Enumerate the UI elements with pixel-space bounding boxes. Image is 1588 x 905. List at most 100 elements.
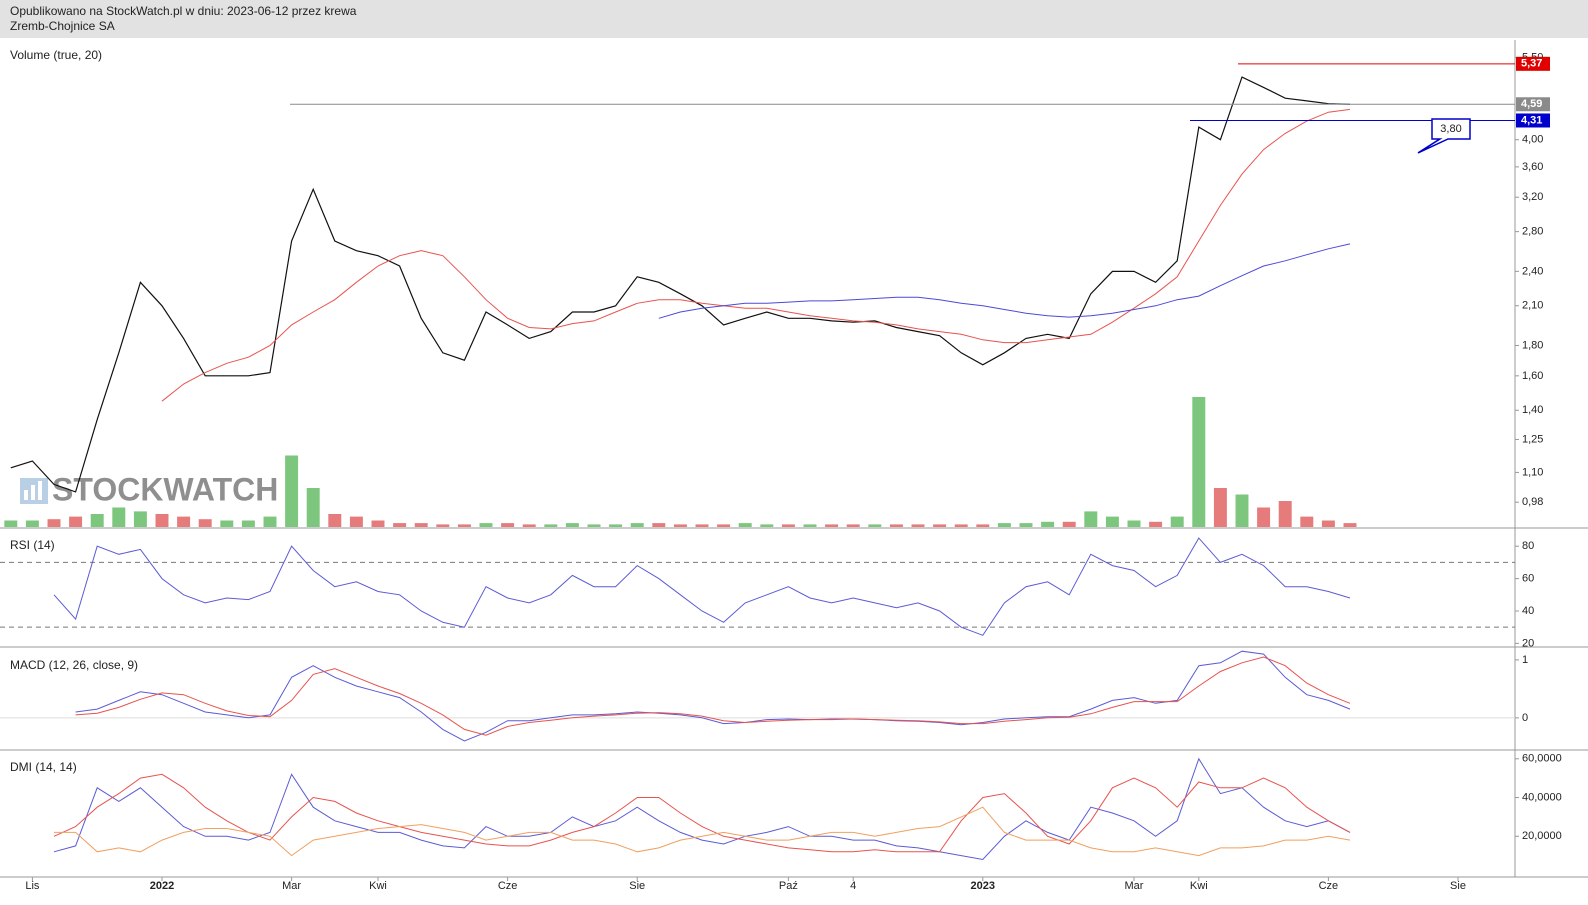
volume-bar — [1213, 488, 1227, 527]
y-tick-label: 60,0000 — [1522, 753, 1562, 765]
volume-bar — [544, 524, 558, 527]
y-tick-label: 40,0000 — [1522, 791, 1562, 803]
y-tick-label: 1 — [1522, 654, 1528, 666]
pane-title: MACD (12, 26, close, 9) — [10, 658, 138, 672]
volume-bar — [112, 507, 126, 527]
volume-bar — [565, 523, 579, 527]
y-tick-label: 2,10 — [1522, 300, 1543, 312]
volume-bar — [673, 524, 687, 527]
volume-bar — [609, 524, 623, 527]
volume-bar — [933, 524, 947, 527]
x-tick-label: Mar — [1125, 880, 1144, 892]
volume-bar — [522, 524, 536, 527]
volume-bar — [846, 524, 860, 527]
watermark: STOCKWATCH — [52, 471, 278, 507]
volume-bar — [954, 524, 968, 527]
volume-bar — [220, 520, 234, 527]
y-tick-label: 2,40 — [1522, 265, 1543, 277]
x-tick-label: Sie — [629, 880, 645, 892]
series-line — [658, 243, 1351, 319]
watermark-icon — [20, 478, 48, 504]
y-tick-label: 3,20 — [1522, 191, 1543, 203]
volume-bar — [4, 520, 18, 527]
series-line — [161, 108, 1351, 402]
volume-bar — [241, 520, 255, 527]
series-line — [75, 656, 1351, 736]
volume-bar — [587, 524, 601, 527]
volume-bar — [1041, 521, 1055, 527]
y-tick-label: 1,80 — [1522, 339, 1543, 351]
volume-bar — [1235, 494, 1249, 527]
callout — [1417, 118, 1471, 154]
volume-bar — [1105, 516, 1119, 527]
volume-bar — [889, 524, 903, 527]
price-tag — [1516, 56, 1550, 71]
volume-bar — [1343, 523, 1357, 527]
y-tick-label: 40 — [1522, 605, 1534, 617]
y-tick-label: 2,80 — [1522, 226, 1543, 238]
volume-bar — [177, 516, 191, 527]
volume-bar — [652, 523, 666, 527]
y-tick-label: 1,60 — [1522, 370, 1543, 382]
volume-bar — [760, 524, 774, 527]
volume-bar — [1170, 516, 1184, 527]
price-tag-label: 4,31 — [1521, 114, 1542, 126]
y-tick-label: 1,40 — [1522, 404, 1543, 416]
x-tick-label: Cze — [498, 880, 518, 892]
volume-bar — [25, 520, 39, 527]
volume-bar — [717, 524, 731, 527]
volume-bar — [1257, 507, 1271, 527]
volume-bar — [306, 488, 320, 527]
volume-bar — [1278, 501, 1292, 527]
price-tag — [1516, 113, 1550, 128]
volume-bar — [1321, 520, 1335, 527]
header-bar — [0, 0, 1588, 38]
y-tick-label: 1,10 — [1522, 466, 1543, 478]
volume-bar — [997, 523, 1011, 527]
volume-bar — [501, 523, 515, 527]
volume-bar — [69, 516, 83, 527]
volume-bar — [90, 514, 104, 527]
price-tag-label: 4,59 — [1521, 98, 1542, 110]
volume-bar — [1127, 520, 1141, 527]
series-line — [53, 757, 1351, 861]
volume-bar — [436, 524, 450, 527]
x-tick-label: 2023 — [971, 880, 995, 892]
volume-bar — [868, 524, 882, 527]
x-tick-label: Kwi — [1190, 880, 1208, 892]
y-tick-label: 20,0000 — [1522, 830, 1562, 842]
volume-bar — [393, 523, 407, 527]
series-line — [10, 76, 1351, 493]
volume-bar — [1062, 521, 1076, 527]
price-tag-label: 5,37 — [1521, 58, 1542, 70]
x-tick-label: Cze — [1319, 880, 1339, 892]
pane-title: DMI (14, 14) — [10, 760, 77, 774]
volume-bar — [630, 523, 644, 527]
volume-bar — [479, 523, 493, 527]
x-tick-label: Paź — [779, 880, 798, 892]
volume-bar — [1149, 521, 1163, 527]
volume-bar — [1192, 397, 1206, 527]
volume-bar — [803, 524, 817, 527]
volume-bar — [976, 524, 990, 527]
volume-bar — [1019, 523, 1033, 527]
x-tick-label: 2022 — [150, 880, 174, 892]
y-tick-label: 80 — [1522, 540, 1534, 552]
volume-bar — [133, 511, 147, 527]
pane-title: Volume (true, 20) — [10, 48, 102, 62]
price-tag — [1516, 97, 1550, 112]
header-line: Opublikowano na StockWatch.pl w dniu: 20… — [10, 4, 357, 18]
volume-bar — [155, 514, 169, 527]
y-tick-label: 1,25 — [1522, 433, 1543, 445]
volume-bar — [457, 524, 471, 527]
volume-bar — [781, 524, 795, 527]
volume-bar — [738, 523, 752, 527]
volume-bar — [47, 519, 61, 527]
y-tick-label: 0 — [1522, 712, 1528, 724]
series-line — [53, 537, 1351, 636]
volume-bar — [695, 524, 709, 527]
series-line — [75, 650, 1351, 742]
volume-bar — [198, 519, 212, 527]
x-tick-label: Lis — [25, 880, 40, 892]
